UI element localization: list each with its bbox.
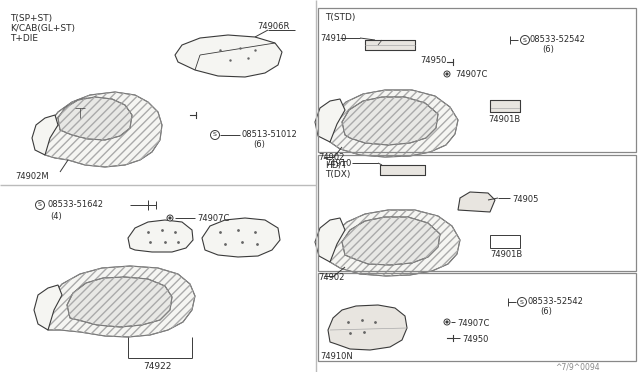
Circle shape [444,319,450,325]
Polygon shape [328,90,458,157]
Polygon shape [490,100,520,112]
Text: 74901B: 74901B [490,250,522,259]
Text: HD/T: HD/T [325,160,347,169]
Bar [318,273,636,361]
Text: 74910N: 74910N [320,352,353,361]
Polygon shape [458,192,495,212]
Text: 74950: 74950 [462,335,488,344]
Circle shape [446,321,448,323]
Text: 74922: 74922 [143,362,172,371]
Bar [380,165,425,175]
Circle shape [167,215,173,221]
Polygon shape [34,285,62,330]
Text: ^7/9^0094: ^7/9^0094 [555,363,600,372]
Bar [490,235,520,248]
Bar [318,155,636,271]
Circle shape [444,71,450,77]
Polygon shape [315,99,345,142]
Polygon shape [342,97,438,145]
Text: 74905: 74905 [512,195,538,204]
Bar [490,100,520,112]
Text: (6): (6) [542,45,554,54]
Text: 08533-52542: 08533-52542 [530,35,586,44]
Text: T+DIE: T+DIE [10,34,38,43]
Polygon shape [315,218,345,262]
Text: (4): (4) [50,212,61,221]
Text: S: S [523,38,527,42]
Polygon shape [45,266,195,337]
Text: T(SP+ST): T(SP+ST) [10,14,52,23]
Text: 74910: 74910 [325,159,351,168]
Polygon shape [328,210,460,276]
Text: T(STD): T(STD) [325,13,355,22]
Text: 74902M: 74902M [15,172,49,181]
Text: 08533-51642: 08533-51642 [47,200,103,209]
Polygon shape [128,220,193,252]
Text: 08513-51012: 08513-51012 [242,130,298,139]
Text: S: S [38,202,42,208]
Text: T(DX): T(DX) [325,170,350,179]
Text: S: S [213,132,217,138]
Circle shape [169,217,172,219]
Polygon shape [342,217,440,265]
Polygon shape [32,115,58,155]
Text: 74902: 74902 [318,273,344,282]
Polygon shape [58,97,132,140]
Text: 08533-52542: 08533-52542 [527,297,583,306]
Text: K/CAB(GL+ST): K/CAB(GL+ST) [10,24,75,33]
Text: 74907C: 74907C [197,214,229,223]
Polygon shape [328,305,407,350]
Polygon shape [202,218,280,257]
Bar [318,8,636,152]
Text: 74950: 74950 [420,56,446,65]
Text: (6): (6) [540,307,552,316]
Polygon shape [42,92,162,167]
Circle shape [446,73,448,75]
Text: (6): (6) [253,140,265,149]
Text: 74907C: 74907C [457,319,490,328]
Text: 74906R: 74906R [257,22,289,31]
Text: 74902: 74902 [318,153,344,162]
Text: 74901B: 74901B [488,115,520,124]
Text: 74907C: 74907C [455,70,488,79]
Polygon shape [365,40,415,50]
Polygon shape [380,165,425,175]
Polygon shape [67,277,172,327]
Text: S: S [520,299,524,305]
Text: 74910: 74910 [320,34,346,43]
Polygon shape [175,35,282,77]
